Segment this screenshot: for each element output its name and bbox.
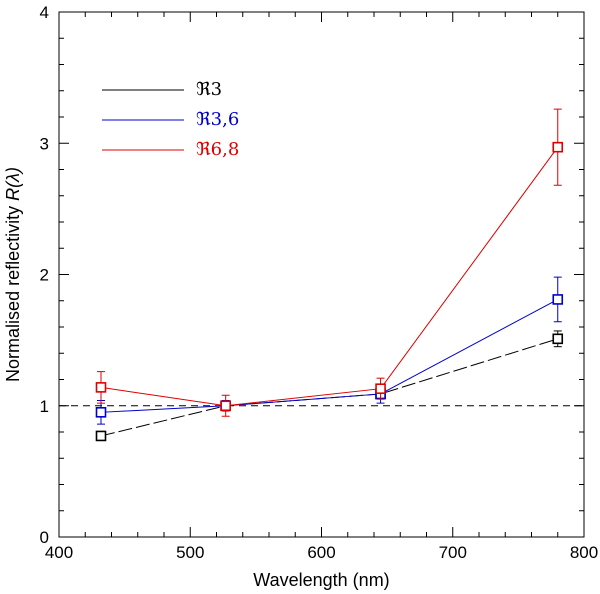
legend-label: ℜ3,6 [196,109,239,130]
x-tick-label: 600 [307,543,335,562]
y-axis-title-symbol: R(λ) [3,167,23,201]
tick-marks [58,11,585,538]
y-tick-label: 1 [40,397,49,416]
x-tick-label: 500 [176,543,204,562]
x-tick-label: 700 [439,543,467,562]
data-point [552,294,564,305]
y-tick-label: 0 [40,528,49,547]
data-point [95,430,107,442]
y-axis-title: Normalised reflectivity R(λ) [3,167,23,382]
series-2 [95,108,564,417]
series-1 [95,276,564,425]
data-point [552,141,564,153]
data-point [95,382,107,393]
tick-labels: 400 500 600 700 800 0 1 2 3 4 [40,3,599,562]
x-axis-title: Wavelength (nm) [253,570,389,590]
data-point [375,383,386,394]
series-0 [95,330,564,442]
y-tick-label: 2 [40,266,49,285]
x-tick-label: 400 [45,543,73,562]
y-axis-title-text: Normalised reflectivity [3,201,23,382]
y-tick-label: 3 [40,134,49,153]
data-point [552,333,564,345]
legend: ℜ3 ℜ3,6 ℜ6,8 [102,79,239,160]
data-point [95,407,107,418]
series-line [100,146,559,407]
plot-frame [58,11,585,538]
data-point [220,400,231,412]
series-line [100,338,558,437]
legend-label: ℜ6,8 [196,139,239,160]
y-tick-label: 4 [40,3,49,22]
x-tick-label: 800 [570,543,598,562]
legend-label: ℜ3 [196,79,222,100]
series-layer [95,108,564,442]
series-line [100,298,558,413]
